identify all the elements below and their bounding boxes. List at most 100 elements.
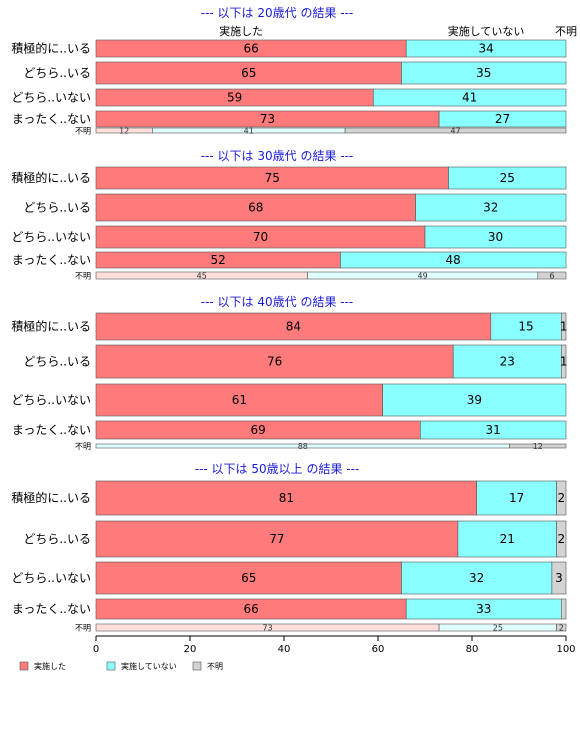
column-header: 不明 — [555, 25, 577, 38]
bar-value-label: 6 — [549, 272, 554, 281]
bar-value-label: 33 — [476, 602, 491, 616]
column-header: 実施した — [219, 24, 263, 38]
bar-segment — [560, 344, 567, 379]
bar-value-label: 75 — [265, 171, 280, 185]
bar-segment — [476, 480, 557, 516]
bar-value-label: 41 — [462, 91, 477, 105]
bar-segment — [457, 520, 557, 558]
bar-value-label: 81 — [279, 491, 294, 505]
row-label: 積極的に..いる — [11, 319, 91, 334]
row-label: まったく..ない — [12, 253, 91, 267]
bar-segment — [438, 110, 567, 128]
bar-value-label: 84 — [286, 320, 301, 334]
bar-value-label: 21 — [500, 532, 515, 546]
bar-segment — [419, 420, 567, 440]
bar-segment — [509, 443, 567, 449]
bar-segment — [551, 561, 567, 595]
bar-value-label: 76 — [267, 355, 282, 369]
bar-value-label: 2 — [557, 532, 565, 546]
bar-value-label: 35 — [476, 66, 491, 80]
panel-title: --- 以下は 40歳代 の結果 --- — [201, 295, 354, 309]
row-label: まったく..ない — [12, 602, 91, 616]
bar-segment — [537, 271, 567, 280]
bar-value-label: 27 — [495, 112, 510, 126]
column-header: 実施していない — [448, 24, 525, 38]
bar-value-label: 12 — [533, 442, 543, 451]
legend-swatch — [19, 661, 29, 671]
row-label: どちら..いる — [23, 66, 91, 80]
x-tick-label: 40 — [278, 644, 291, 655]
row-label: 不明 — [75, 272, 91, 281]
bar-value-label: 39 — [467, 393, 482, 407]
legend-label: 実施していない — [121, 661, 177, 671]
bar-segment — [95, 193, 416, 222]
bar-value-label: 2 — [559, 624, 564, 633]
bar-value-label: 15 — [518, 320, 533, 334]
row-label: 積極的に..いる — [11, 170, 91, 185]
bar-value-label: 45 — [197, 272, 207, 281]
bar-value-label: 70 — [253, 230, 268, 244]
row-label: どちら..いない — [11, 393, 91, 407]
bar-segment — [95, 480, 478, 516]
legend-label: 実施した — [34, 661, 66, 671]
x-tick-label: 100 — [556, 644, 575, 655]
bar-value-label: 77 — [269, 532, 284, 546]
row-label: まったく..ない — [12, 423, 91, 437]
bar-value-label: 73 — [260, 112, 275, 126]
x-tick-label: 60 — [372, 644, 385, 655]
bar-segment — [401, 61, 567, 85]
bar-value-label: 52 — [211, 253, 226, 267]
row-label: 不明 — [75, 442, 91, 451]
legend-swatch — [192, 661, 202, 671]
bar-segment — [95, 520, 459, 558]
bar-value-label: 66 — [243, 602, 258, 616]
bar-segment — [556, 520, 567, 558]
panel-title: --- 以下は 30歳代 の結果 --- — [201, 149, 354, 163]
bar-segment — [340, 251, 567, 269]
bar-segment — [415, 193, 567, 222]
bar-value-label: 68 — [248, 201, 263, 215]
bar-value-label: 34 — [478, 42, 493, 56]
bar-segment — [95, 383, 384, 417]
bar-value-label: 25 — [500, 171, 515, 185]
bar-value-label: 49 — [418, 272, 428, 281]
x-tick-label: 0 — [93, 644, 99, 655]
bar-segment — [556, 623, 567, 632]
bar-value-label: 17 — [509, 491, 524, 505]
bar-segment — [452, 344, 562, 379]
bar-value-label: 59 — [227, 91, 242, 105]
row-label: どちら..いる — [23, 201, 91, 215]
bar-value-label: 1 — [560, 355, 568, 369]
row-label: 不明 — [75, 624, 91, 633]
bar-value-label: 32 — [483, 201, 498, 215]
bar-segment — [490, 312, 562, 341]
bar-segment — [424, 225, 567, 249]
bar-value-label: 1 — [560, 320, 568, 334]
bar-segment — [448, 166, 567, 190]
bar-value-label: 12 — [119, 127, 129, 136]
bar-value-label: 61 — [232, 393, 247, 407]
bar-value-label: 47 — [450, 127, 460, 136]
bar-value-label: 48 — [446, 253, 461, 267]
bar-value-label: 65 — [241, 66, 256, 80]
row-label: 不明 — [75, 127, 91, 136]
row-label: どちら..いる — [23, 355, 91, 369]
bar-value-label: 41 — [244, 127, 254, 136]
row-label: どちら..いない — [11, 230, 91, 244]
bar-value-label: 2 — [557, 491, 565, 505]
bar-value-label: 30 — [488, 230, 503, 244]
bar-value-label: 32 — [469, 571, 484, 585]
bar-value-label: 23 — [500, 355, 515, 369]
legend-label: 不明 — [207, 662, 223, 671]
bar-segment — [560, 598, 567, 620]
x-tick-label: 80 — [466, 644, 479, 655]
bar-value-label: 73 — [262, 624, 272, 633]
bar-value-label: 3 — [555, 571, 563, 585]
bar-segment — [344, 127, 567, 134]
bar-value-label: 66 — [243, 42, 258, 56]
row-label: 積極的に..いる — [11, 41, 91, 56]
legend-swatch — [106, 661, 116, 671]
panel-title: --- 以下は 50歳以上 の結果 --- — [195, 462, 360, 476]
bar-value-label: 69 — [251, 423, 266, 437]
